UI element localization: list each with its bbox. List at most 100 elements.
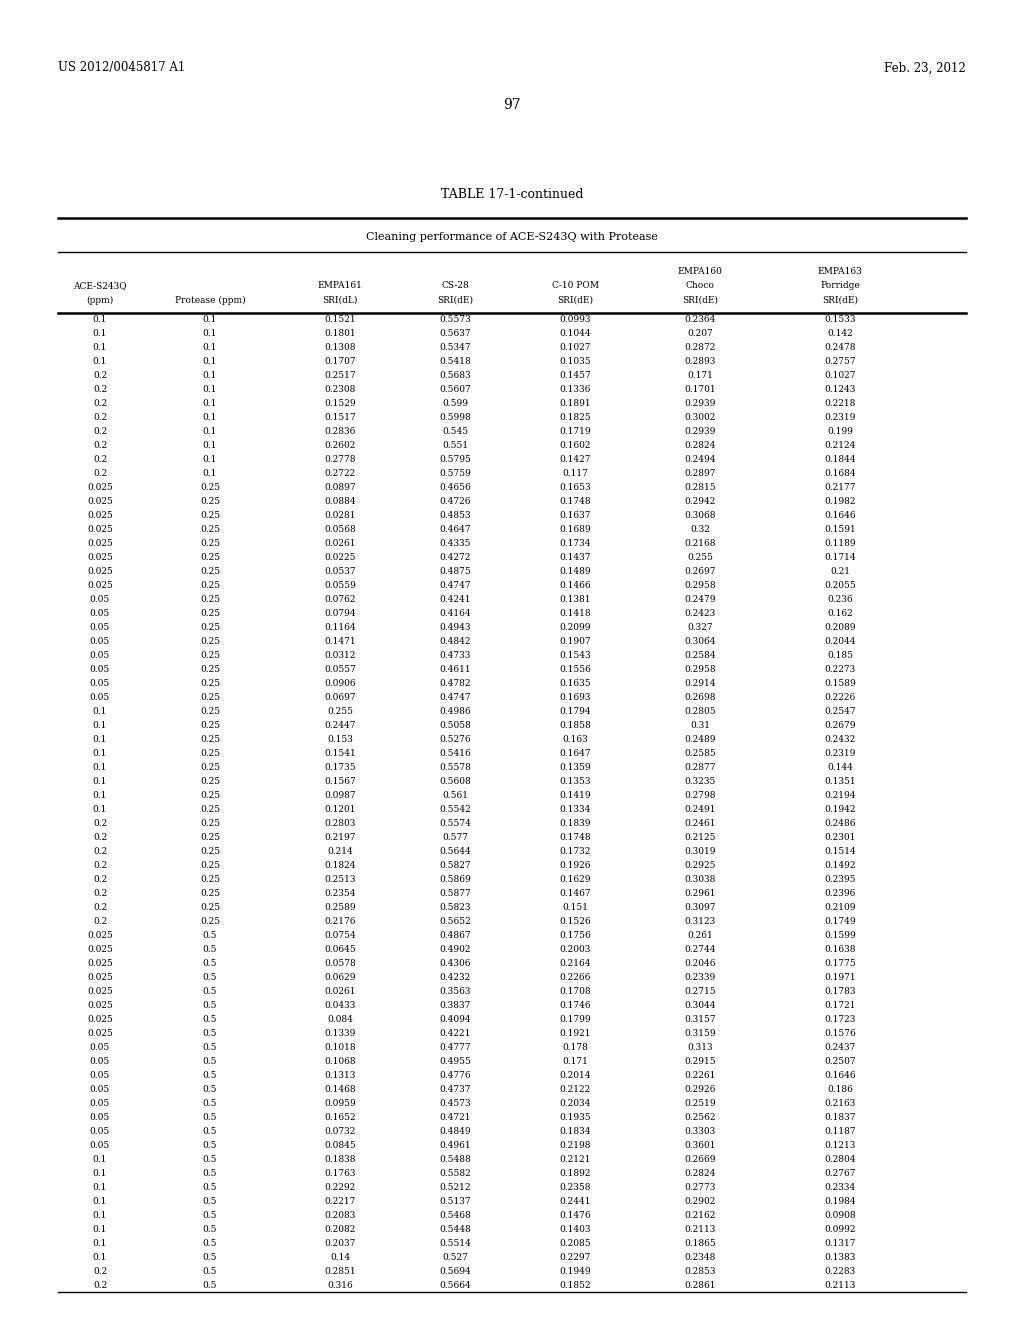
Text: 0.1187: 0.1187	[824, 1127, 856, 1135]
Text: 0.25: 0.25	[200, 875, 220, 884]
Text: 0.1: 0.1	[93, 791, 108, 800]
Text: 0.2915: 0.2915	[684, 1057, 716, 1065]
Text: 0.1: 0.1	[203, 385, 217, 395]
Text: 0.0884: 0.0884	[325, 498, 355, 507]
Text: 0.25: 0.25	[200, 665, 220, 675]
Text: 0.153: 0.153	[327, 735, 353, 744]
Text: 0.162: 0.162	[827, 610, 853, 618]
Text: 0.2162: 0.2162	[684, 1210, 716, 1220]
Text: 0.2491: 0.2491	[684, 805, 716, 814]
Text: 0.2942: 0.2942	[684, 498, 716, 507]
Text: 0.2669: 0.2669	[684, 1155, 716, 1164]
Text: 0.1: 0.1	[93, 763, 108, 772]
Text: 0.1334: 0.1334	[559, 805, 591, 814]
Text: 0.4721: 0.4721	[439, 1113, 471, 1122]
Text: 0.2872: 0.2872	[684, 343, 716, 352]
Text: 0.1746: 0.1746	[559, 1001, 591, 1010]
Text: 0.2602: 0.2602	[325, 441, 355, 450]
Text: SRI(dE): SRI(dE)	[822, 296, 858, 305]
Text: 0.1684: 0.1684	[824, 470, 856, 478]
Text: 0.1489: 0.1489	[559, 568, 591, 577]
Text: 0.1: 0.1	[203, 455, 217, 465]
Text: 0.2125: 0.2125	[684, 833, 716, 842]
Text: 0.2: 0.2	[93, 917, 108, 925]
Text: 0.2589: 0.2589	[325, 903, 355, 912]
Text: 0.5: 0.5	[203, 1043, 217, 1052]
Text: 0.1381: 0.1381	[559, 595, 591, 605]
Text: 0.1044: 0.1044	[559, 330, 591, 338]
Text: 0.2109: 0.2109	[824, 903, 856, 912]
Text: 0.25: 0.25	[200, 540, 220, 548]
Text: 0.171: 0.171	[687, 371, 713, 380]
Text: 0.5: 0.5	[203, 931, 217, 940]
Text: 0.05: 0.05	[90, 1140, 111, 1150]
Text: 0.25: 0.25	[200, 610, 220, 618]
Text: (ppm): (ppm)	[86, 296, 114, 305]
Text: 0.214: 0.214	[327, 847, 353, 855]
Text: 0.25: 0.25	[200, 748, 220, 758]
Text: 0.1: 0.1	[93, 330, 108, 338]
Text: 0.2: 0.2	[93, 818, 108, 828]
Text: 0.1556: 0.1556	[559, 665, 591, 675]
Text: 0.3044: 0.3044	[684, 1001, 716, 1010]
Text: 0.599: 0.599	[442, 400, 468, 408]
Text: 0.5514: 0.5514	[439, 1238, 471, 1247]
Text: 0.1243: 0.1243	[824, 385, 856, 395]
Text: 0.2292: 0.2292	[325, 1183, 355, 1192]
Text: 0.0578: 0.0578	[325, 958, 356, 968]
Text: 0.1476: 0.1476	[559, 1210, 591, 1220]
Text: 0.5998: 0.5998	[439, 413, 471, 422]
Text: 0.1: 0.1	[93, 1183, 108, 1192]
Text: 0.25: 0.25	[200, 483, 220, 492]
Text: 0.1799: 0.1799	[559, 1015, 591, 1024]
Text: EMPA161: EMPA161	[317, 281, 362, 290]
Text: 0.1783: 0.1783	[824, 987, 856, 995]
Text: 0.1517: 0.1517	[325, 413, 356, 422]
Text: 0.313: 0.313	[687, 1043, 713, 1052]
Text: 0.1858: 0.1858	[559, 721, 591, 730]
Text: 0.1529: 0.1529	[325, 400, 355, 408]
Text: 0.2744: 0.2744	[684, 945, 716, 954]
Text: 0.5: 0.5	[203, 1183, 217, 1192]
Text: 0.5: 0.5	[203, 1225, 217, 1234]
Text: 0.2486: 0.2486	[824, 818, 856, 828]
Text: 0.3159: 0.3159	[684, 1028, 716, 1038]
Text: 0.2961: 0.2961	[684, 888, 716, 898]
Text: 0.2958: 0.2958	[684, 665, 716, 675]
Text: 0.5664: 0.5664	[439, 1280, 471, 1290]
Text: 0.0261: 0.0261	[325, 987, 355, 995]
Text: 0.2176: 0.2176	[325, 917, 355, 925]
Text: 0.25: 0.25	[200, 818, 220, 828]
Text: 0.1646: 0.1646	[824, 1071, 856, 1080]
Text: 0.2803: 0.2803	[325, 818, 355, 828]
Text: 0.2044: 0.2044	[824, 638, 856, 647]
Text: 0.2: 0.2	[93, 441, 108, 450]
Text: 0.2: 0.2	[93, 888, 108, 898]
Text: 0.5: 0.5	[203, 1238, 217, 1247]
Text: 0.2113: 0.2113	[684, 1225, 716, 1234]
Text: 0.05: 0.05	[90, 665, 111, 675]
Text: 0.1647: 0.1647	[559, 748, 591, 758]
Text: 0.2: 0.2	[93, 1280, 108, 1290]
Text: 0.3038: 0.3038	[684, 875, 716, 884]
Text: 0.1926: 0.1926	[559, 861, 591, 870]
Text: 0.1: 0.1	[203, 315, 217, 325]
Text: 0.25: 0.25	[200, 735, 220, 744]
Text: 0.1689: 0.1689	[559, 525, 591, 535]
Text: 0.0281: 0.0281	[325, 511, 355, 520]
Text: 0.5: 0.5	[203, 1015, 217, 1024]
Text: 0.1693: 0.1693	[559, 693, 591, 702]
Text: Feb. 23, 2012: Feb. 23, 2012	[885, 62, 966, 74]
Text: 0.5: 0.5	[203, 1001, 217, 1010]
Text: 0.3097: 0.3097	[684, 903, 716, 912]
Text: 0.5578: 0.5578	[439, 763, 471, 772]
Text: 0.0568: 0.0568	[325, 525, 356, 535]
Text: 0.5: 0.5	[203, 1057, 217, 1065]
Text: 0.4782: 0.4782	[439, 678, 471, 688]
Text: 0.1164: 0.1164	[325, 623, 355, 632]
Text: 0.3019: 0.3019	[684, 847, 716, 855]
Text: 0.2261: 0.2261	[684, 1071, 716, 1080]
Text: 0.025: 0.025	[87, 540, 113, 548]
Text: 0.25: 0.25	[200, 903, 220, 912]
Text: 0.4961: 0.4961	[439, 1140, 471, 1150]
